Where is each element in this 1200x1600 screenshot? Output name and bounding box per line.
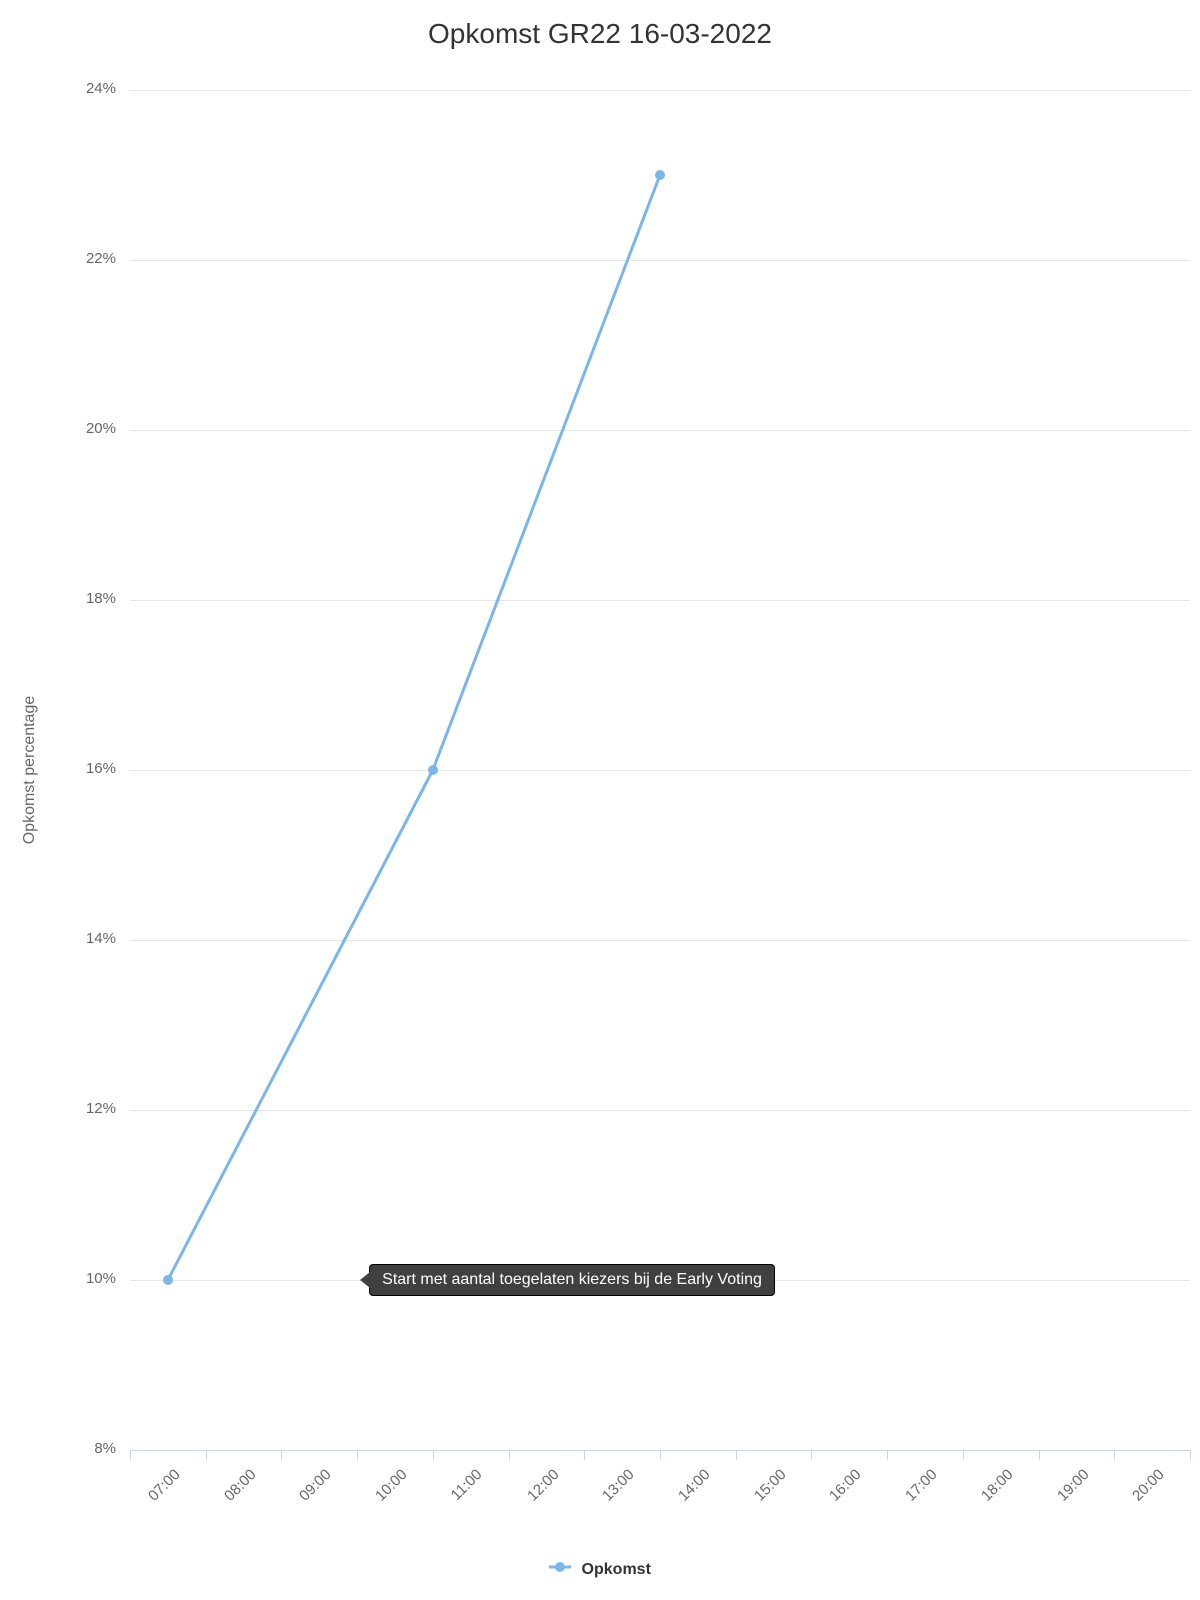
gridline	[130, 260, 1190, 261]
x-tick	[1039, 1450, 1040, 1460]
x-tick	[1114, 1450, 1115, 1460]
x-tick-label: 10:00	[372, 1466, 411, 1505]
x-tick-label: 14:00	[675, 1466, 714, 1505]
x-tick	[887, 1450, 888, 1460]
y-tick-label: 18%	[0, 590, 116, 607]
gridline	[130, 600, 1190, 601]
legend[interactable]: Opkomst	[0, 1560, 1200, 1579]
y-tick-label: 16%	[0, 760, 116, 777]
x-tick-label: 08:00	[221, 1466, 260, 1505]
x-tick	[130, 1450, 131, 1460]
line-chart: Opkomst GR22 16-03-2022 Opkomst percenta…	[0, 0, 1200, 1600]
y-tick-label: 8%	[0, 1440, 116, 1457]
x-tick	[509, 1450, 510, 1460]
y-tick-label: 20%	[0, 420, 116, 437]
x-tick-label: 18:00	[978, 1466, 1017, 1505]
x-tick	[584, 1450, 585, 1460]
data-point[interactable]	[655, 170, 665, 180]
legend-label: Opkomst	[582, 1561, 651, 1579]
data-point[interactable]	[428, 765, 438, 775]
gridline	[130, 430, 1190, 431]
x-tick	[660, 1450, 661, 1460]
x-tick	[963, 1450, 964, 1460]
y-tick-label: 10%	[0, 1270, 116, 1287]
gridline	[130, 770, 1190, 771]
x-tick	[281, 1450, 282, 1460]
y-tick-label: 22%	[0, 250, 116, 267]
data-point[interactable]	[163, 1275, 173, 1285]
x-tick-label: 07:00	[145, 1466, 184, 1505]
series-line	[0, 0, 1200, 1600]
x-tick-label: 19:00	[1054, 1466, 1093, 1505]
x-tick-label: 20:00	[1129, 1466, 1168, 1505]
x-tick-label: 12:00	[524, 1466, 563, 1505]
x-tick	[357, 1450, 358, 1460]
x-tick	[206, 1450, 207, 1460]
x-tick-label: 09:00	[296, 1466, 335, 1505]
x-tick-label: 13:00	[599, 1466, 638, 1505]
annotation-callout: Start met aantal toegelaten kiezers bij …	[369, 1264, 775, 1296]
x-axis-line	[130, 1450, 1190, 1451]
x-tick	[1190, 1450, 1191, 1460]
x-tick	[736, 1450, 737, 1460]
gridline	[130, 90, 1190, 91]
x-tick	[433, 1450, 434, 1460]
x-tick-label: 17:00	[902, 1466, 941, 1505]
y-tick-label: 12%	[0, 1100, 116, 1117]
y-tick-label: 14%	[0, 930, 116, 947]
x-tick-label: 11:00	[448, 1466, 486, 1504]
x-tick-label: 15:00	[751, 1466, 790, 1505]
legend-marker	[549, 1560, 571, 1579]
chart-title: Opkomst GR22 16-03-2022	[0, 18, 1200, 50]
y-tick-label: 24%	[0, 80, 116, 97]
annotation-text: Start met aantal toegelaten kiezers bij …	[382, 1271, 762, 1288]
x-tick	[811, 1450, 812, 1460]
gridline	[130, 940, 1190, 941]
gridline	[130, 1110, 1190, 1111]
x-tick-label: 16:00	[826, 1466, 865, 1505]
